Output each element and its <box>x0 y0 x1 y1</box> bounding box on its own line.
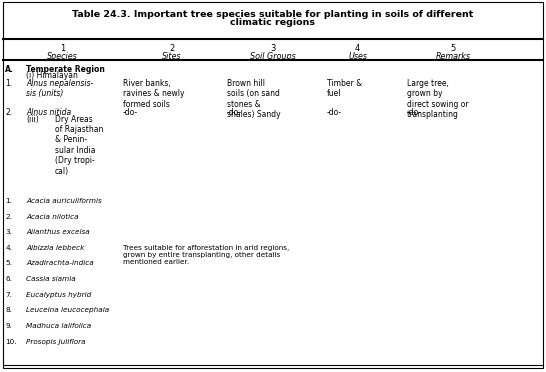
Text: 8.: 8. <box>5 307 13 313</box>
Text: 2.: 2. <box>5 108 13 117</box>
Text: Cassia siamia: Cassia siamia <box>26 276 76 282</box>
Text: (i) Himalayan: (i) Himalayan <box>26 71 78 80</box>
Text: Soil Groups: Soil Groups <box>250 52 296 61</box>
Text: 1.: 1. <box>5 198 13 204</box>
Text: 3: 3 <box>270 44 276 53</box>
Text: Prosopis Juliflora: Prosopis Juliflora <box>26 339 86 344</box>
Text: Trees suitable for afforestation in arid regions,
grown by entire transplanting,: Trees suitable for afforestation in arid… <box>123 245 289 265</box>
Text: -do-: -do- <box>123 108 138 117</box>
Text: Albizzia lebbeck: Albizzia lebbeck <box>26 245 85 251</box>
Text: Ailanthus excelsa: Ailanthus excelsa <box>26 229 90 235</box>
Text: Timber &
fuel: Timber & fuel <box>327 79 361 98</box>
Text: A.: A. <box>5 65 14 74</box>
Text: Acacia auriculiformis: Acacia auriculiformis <box>26 198 102 204</box>
Text: -do-: -do- <box>407 108 422 117</box>
Text: Eucalyptus hybrid: Eucalyptus hybrid <box>26 292 92 298</box>
Text: -do-: -do- <box>227 108 242 117</box>
Text: -do-: -do- <box>327 108 342 117</box>
Text: 5.: 5. <box>5 260 13 266</box>
Text: Temperate Region: Temperate Region <box>26 65 105 74</box>
Text: Species: Species <box>48 52 78 61</box>
Text: Alnus nitida: Alnus nitida <box>26 108 72 117</box>
Text: Uses: Uses <box>348 52 367 61</box>
Text: 2.: 2. <box>5 214 13 219</box>
Text: 4.: 4. <box>5 245 13 251</box>
Text: 6.: 6. <box>5 276 13 282</box>
Text: 1.: 1. <box>5 79 13 88</box>
Text: Remarks: Remarks <box>436 52 471 61</box>
Text: Sites: Sites <box>162 52 182 61</box>
Text: 9.: 9. <box>5 323 13 329</box>
Text: Madhuca lalifolica: Madhuca lalifolica <box>26 323 92 329</box>
Text: (iii): (iii) <box>26 115 39 124</box>
Text: 10.: 10. <box>5 339 17 344</box>
Text: 1: 1 <box>60 44 66 53</box>
Text: Table 24.3. Important tree species suitable for planting in soils of different: Table 24.3. Important tree species suita… <box>72 10 474 19</box>
Text: Dry Areas
of Rajasthan
& Penin-
sular India
(Dry tropi-
cal): Dry Areas of Rajasthan & Penin- sular In… <box>55 115 103 176</box>
Text: Azadirachta-indica: Azadirachta-indica <box>26 260 94 266</box>
Text: River banks,
ravines & newly
formed soils: River banks, ravines & newly formed soil… <box>123 79 185 109</box>
Text: 7.: 7. <box>5 292 13 298</box>
Text: Acacia nilotica: Acacia nilotica <box>26 214 79 219</box>
Text: 3.: 3. <box>5 229 13 235</box>
Text: 2: 2 <box>169 44 175 53</box>
Text: Alnus nepalensis-
sis (units): Alnus nepalensis- sis (units) <box>26 79 93 98</box>
Text: Brown hill
soils (on sand
stones &
shales) Sandy: Brown hill soils (on sand stones & shale… <box>227 79 280 119</box>
Text: 4: 4 <box>355 44 360 53</box>
Text: Leuceina leucocephala: Leuceina leucocephala <box>26 307 109 313</box>
Text: climatic regions: climatic regions <box>230 18 316 27</box>
Text: 5: 5 <box>450 44 456 53</box>
Text: Large tree,
grown by
direct sowing or
transplanting: Large tree, grown by direct sowing or tr… <box>407 79 468 119</box>
